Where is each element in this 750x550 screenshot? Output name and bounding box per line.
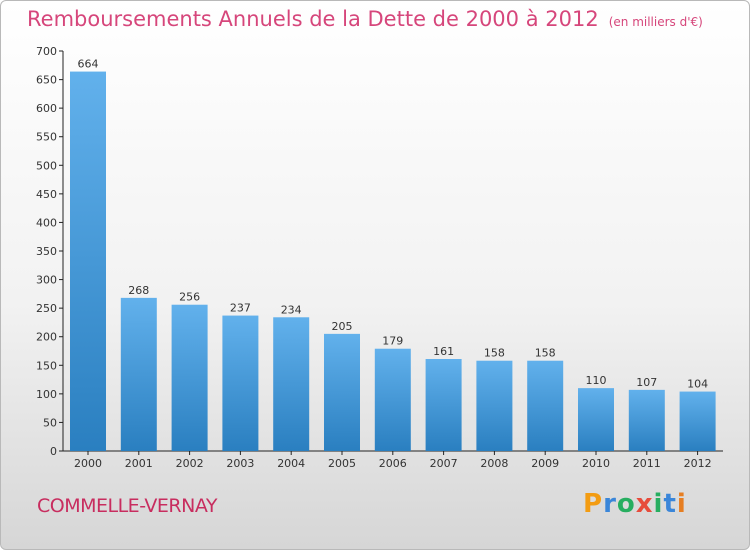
x-tick-label: 2003 (226, 457, 254, 470)
data-label: 161 (433, 345, 454, 358)
y-tick-label: 100 (36, 388, 57, 401)
y-tick-label: 500 (36, 159, 57, 172)
y-tick-label: 600 (36, 102, 57, 115)
x-tick-label: 2007 (430, 457, 458, 470)
data-label: 110 (586, 374, 607, 387)
bar (120, 297, 157, 451)
data-label: 268 (128, 284, 149, 297)
data-label: 107 (636, 376, 657, 389)
y-tick-label: 50 (43, 416, 57, 429)
x-tick-label: 2011 (633, 457, 661, 470)
logo-letter: r (603, 489, 617, 519)
chart-title: Remboursements Annuels de la Dette de 20… (27, 7, 703, 31)
logo-letter: P (583, 489, 604, 519)
data-label: 104 (687, 378, 708, 391)
data-label: 205 (332, 320, 353, 333)
x-tick-label: 2008 (480, 457, 508, 470)
y-tick-label: 150 (36, 359, 57, 372)
data-label: 664 (78, 58, 99, 71)
commune-name: COMMELLE-VERNAY (37, 495, 217, 517)
data-label: 237 (230, 302, 251, 315)
y-tick-label: 700 (36, 45, 57, 58)
logo-letter: x (635, 489, 654, 519)
y-tick-label: 550 (36, 131, 57, 144)
y-tick-label: 0 (50, 445, 57, 458)
bar (70, 71, 106, 452)
data-label: 234 (281, 303, 302, 316)
logo-letter: t (663, 489, 677, 519)
x-tick-label: 2009 (531, 457, 559, 470)
logo-letter: i (653, 489, 664, 519)
x-tick-label: 2004 (277, 457, 305, 470)
data-label: 158 (484, 347, 505, 360)
logo-letter: i (676, 489, 687, 519)
bar (374, 348, 411, 451)
x-tick-label: 2010 (582, 457, 610, 470)
bar (578, 388, 614, 451)
bar (476, 360, 513, 451)
x-tick-label: 2006 (379, 457, 407, 470)
bar (527, 360, 564, 451)
bar (273, 317, 310, 451)
chart-unit: (en milliers d'€) (608, 15, 703, 29)
data-label: 158 (535, 347, 556, 360)
x-tick-label: 2012 (684, 457, 712, 470)
y-tick-label: 250 (36, 302, 57, 315)
bar (425, 359, 462, 451)
y-tick-label: 650 (36, 74, 57, 87)
data-label: 179 (382, 335, 403, 348)
bar (222, 315, 259, 451)
x-tick-label: 2001 (125, 457, 153, 470)
x-tick-label: 2005 (328, 457, 356, 470)
bar (324, 333, 360, 451)
bar (171, 304, 208, 451)
y-tick-label: 300 (36, 274, 57, 287)
y-tick-label: 350 (36, 245, 57, 258)
proxiti-logo: Proxiti (583, 489, 687, 519)
x-tick-label: 2002 (176, 457, 204, 470)
bar (679, 391, 716, 451)
logo-letter: o (616, 489, 636, 519)
bar (628, 389, 665, 451)
data-label: 256 (179, 291, 200, 304)
y-tick-label: 450 (36, 188, 57, 201)
y-tick-label: 400 (36, 216, 57, 229)
y-tick-label: 200 (36, 331, 57, 344)
x-tick-label: 2000 (74, 457, 102, 470)
chart-title-text: Remboursements Annuels de la Dette de 20… (27, 7, 599, 31)
